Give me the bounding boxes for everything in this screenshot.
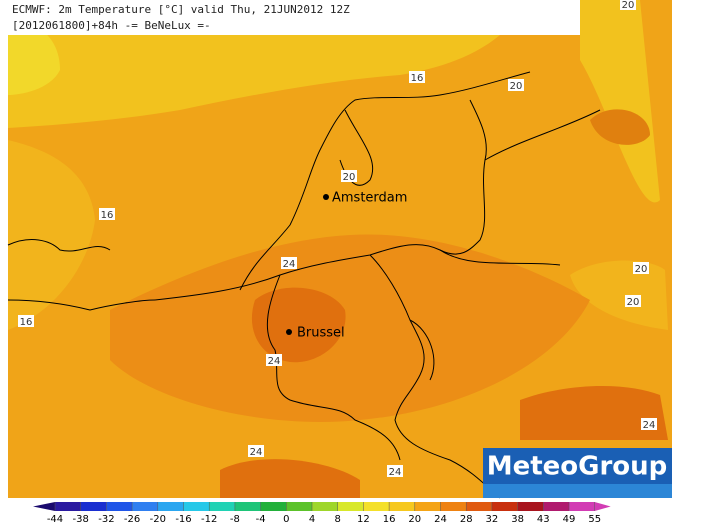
contour-label: 16	[101, 210, 114, 221]
colorbar-tick-label: -38	[73, 514, 89, 525]
colorbar-arrow-right	[594, 502, 611, 511]
colorbar-tick-label: 55	[588, 514, 601, 525]
colorbar-tick-label: -44	[47, 514, 63, 525]
colorbar-tick-label: 8	[335, 514, 341, 525]
contour-label-box	[620, 0, 636, 10]
cool-region-ne	[580, 0, 660, 203]
contour-label-box	[248, 445, 264, 457]
contour-label: 20	[622, 0, 635, 11]
contour-label-box	[633, 262, 649, 274]
contour-label: 24	[250, 447, 263, 458]
hot-region-brussel	[251, 287, 346, 363]
colorbar-tick-label: 20	[408, 514, 421, 525]
colorbar-box	[440, 502, 467, 511]
colorbar-tick-label: 32	[486, 514, 499, 525]
contour-label-box	[641, 418, 657, 430]
contour-label-box	[99, 208, 115, 220]
colorbar-tick-label: 4	[309, 514, 315, 525]
colorbar-box	[260, 502, 287, 511]
colorbar-tick-label: -4	[256, 514, 266, 525]
warm-region	[110, 234, 590, 422]
colorbar-box	[55, 502, 81, 511]
contour-label: 16	[20, 317, 33, 328]
colorbar-tick-label: 16	[383, 514, 396, 525]
city-marker	[323, 194, 329, 200]
colorbar-box	[414, 502, 441, 511]
contour-label-box	[508, 79, 524, 91]
colorbar-box	[209, 502, 235, 511]
contour-label-box	[341, 170, 357, 182]
contour-label-box	[387, 465, 403, 477]
colorbar-tick-label: 0	[283, 514, 289, 525]
contour-label-box	[625, 295, 641, 307]
colorbar-box	[569, 502, 595, 511]
colorbar-tick-label: 43	[537, 514, 550, 525]
contour-label: 20	[635, 264, 648, 275]
colorbar-box	[389, 502, 415, 511]
city-label: Amsterdam	[332, 191, 407, 206]
contour-label-box	[18, 315, 34, 327]
logo-text: MeteoGroup	[487, 452, 668, 482]
colorbar-box	[183, 502, 210, 511]
contour-label: 20	[343, 172, 356, 183]
borders	[7, 71, 601, 499]
colorbar-box	[157, 502, 184, 511]
colorbar-tick-label: 24	[434, 514, 447, 525]
colorbar-tick-label: 38	[511, 514, 524, 525]
contour-label: 20	[627, 297, 640, 308]
colorbar-tick-label: 49	[563, 514, 576, 525]
colorbar-box	[466, 502, 492, 511]
colorbar-box	[517, 502, 544, 511]
contour-label: 24	[643, 420, 656, 431]
cool-region-w	[8, 140, 95, 330]
contour-label: 24	[389, 467, 402, 478]
hot-region-s	[220, 459, 360, 498]
city-label: Brussel	[297, 326, 345, 341]
colorbar-tick-label: -16	[175, 514, 191, 525]
contour-label: 16	[411, 73, 424, 84]
contour-label-box	[266, 354, 282, 366]
colorbar-tick-label: -20	[150, 514, 166, 525]
colorbar-box	[80, 502, 107, 511]
logo-stripe	[483, 484, 672, 498]
contour-label: 20	[510, 81, 523, 92]
colorbar-tick-label: 12	[357, 514, 370, 525]
colorbar-box	[363, 502, 390, 511]
header-line: ECMWF: 2m Temperature [°C] valid Thu, 21…	[12, 3, 350, 16]
colorbar-tick-label: 28	[460, 514, 473, 525]
colorbar-arrow-left	[33, 502, 55, 511]
colorbar-tick-label: -26	[124, 514, 140, 525]
colorbar-box	[106, 502, 133, 511]
colorbar-box	[491, 502, 518, 511]
header-line: [2012061800]+84h -= BeNeLux =-	[12, 19, 211, 32]
hot-region-se	[520, 385, 668, 440]
colorbar-tick-label: -12	[201, 514, 217, 525]
warm-patch-ne	[590, 109, 650, 145]
colorbar-box	[312, 502, 338, 511]
cooler-region	[8, 20, 60, 95]
colorbar-tick-label: -32	[98, 514, 114, 525]
colorbar-box	[286, 502, 312, 511]
colorbar-box	[543, 502, 569, 511]
contour-label: 24	[283, 259, 296, 270]
contour-label: 24	[268, 356, 281, 367]
header-box	[8, 0, 580, 35]
city-marker	[286, 329, 292, 335]
colorbar-box	[337, 502, 364, 511]
contour-label-box	[281, 257, 297, 269]
colorbar-box	[132, 502, 158, 511]
colorbar-tick-label: -8	[230, 514, 240, 525]
cool-region-e	[570, 260, 668, 330]
contour-label-box	[409, 71, 425, 83]
colorbar-box	[234, 502, 261, 511]
